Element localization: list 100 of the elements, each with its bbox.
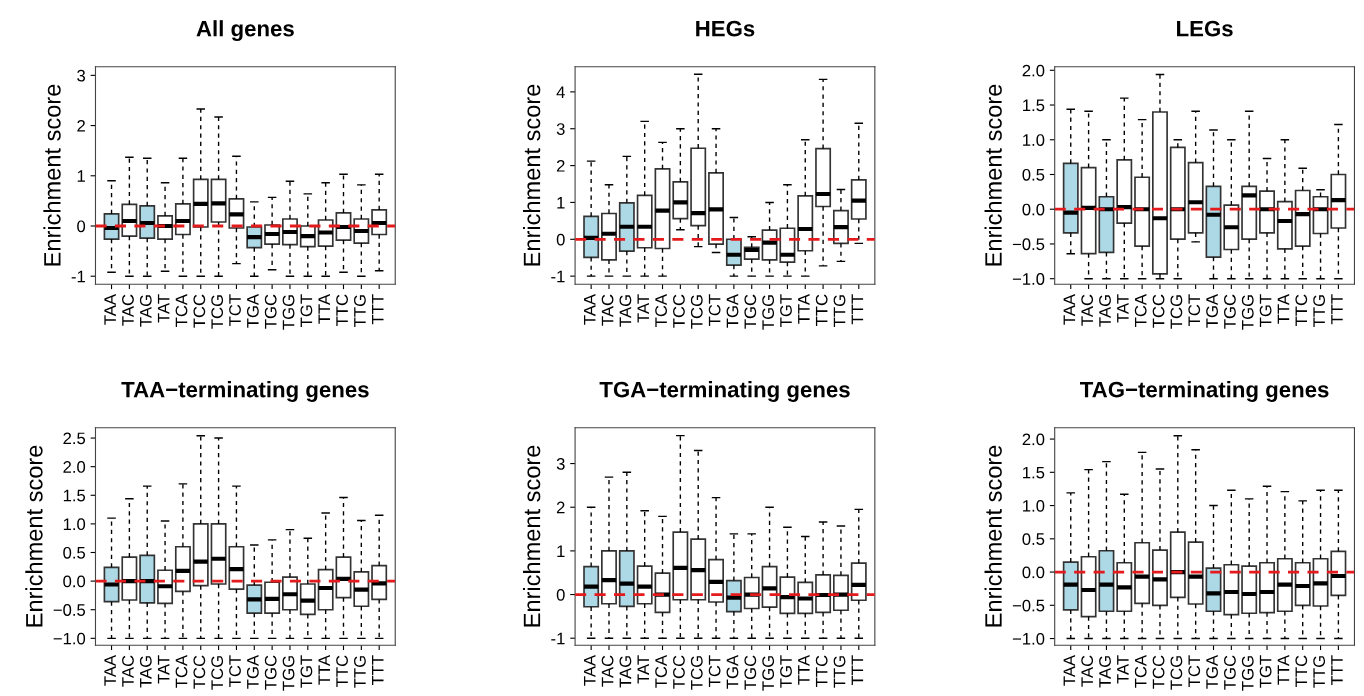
y-tick-label: 4 — [556, 86, 565, 98]
x-tick-label: TCT — [708, 655, 721, 687]
x-tick-label: TGA — [726, 654, 739, 689]
x-tick-label: TAT — [1117, 655, 1129, 684]
x-tick-label: TAC — [601, 655, 614, 687]
x-tick-label: TCT — [1188, 294, 1201, 326]
y-tick-label: 1 — [557, 545, 565, 557]
chart-title: TAG−terminating genes — [1080, 381, 1329, 402]
x-tick-label: TGG — [1241, 656, 1254, 691]
x-tick-label: TAA — [104, 654, 116, 686]
y-tick-label: 0.5 — [1022, 533, 1045, 546]
y-axis-title: Enrichment score — [984, 84, 1002, 266]
x-tick-label: TAT — [637, 655, 649, 684]
x-tick-label: TGG — [282, 295, 295, 330]
y-tick-label: 3 — [77, 69, 86, 82]
x-tick-label: TAA — [583, 294, 596, 325]
chart-title: LEGs — [1177, 20, 1233, 37]
x-tick-label: TTT — [372, 655, 384, 686]
x-tick-label: TGT — [1259, 655, 1272, 688]
x-tick-label: TTT — [851, 294, 864, 325]
x-tick-label: TAA — [1063, 654, 1076, 686]
y-axis-title: Enrichment score — [984, 445, 1002, 627]
x-tick-label: TTA — [318, 294, 330, 324]
y-tick-label: 1.5 — [1023, 466, 1045, 479]
y-tick-label: 0.5 — [63, 546, 86, 559]
x-tick-label: TCA — [655, 654, 667, 688]
y-tick-label: 2.0 — [63, 461, 86, 473]
x-tick-label: TTT — [372, 294, 384, 325]
y-tick-label: 2.5 — [63, 432, 86, 445]
x-tick-label: TAC — [601, 294, 614, 326]
x-tick-label: TAT — [157, 294, 170, 323]
y-tick-label: −0.5 — [1012, 599, 1045, 612]
x-tick-label: TAC — [122, 294, 134, 326]
x-tick-label: TAA — [104, 294, 116, 325]
y-tick-label: 0 — [77, 220, 86, 233]
x-tick-label: TAC — [1081, 294, 1094, 326]
x-tick-label: TCT — [708, 294, 721, 326]
x-tick-label: TCG — [1170, 656, 1183, 690]
y-tick-label: 1.5 — [1023, 99, 1045, 112]
y-tick-label: -1 — [551, 632, 565, 645]
x-tick-label: TTA — [318, 654, 330, 685]
y-tick-label: −0.5 — [53, 604, 86, 616]
x-tick-label: TCC — [673, 294, 685, 328]
y-tick-label: −1.0 — [1012, 632, 1045, 645]
x-tick-label: TGA — [246, 654, 259, 689]
x-tick-label: TCG — [690, 656, 703, 690]
x-tick-label: TCG — [1170, 295, 1183, 329]
x-tick-label: TTA — [798, 294, 810, 324]
chart-title: HEGs — [696, 20, 755, 37]
x-tick-label: TGA — [1206, 294, 1218, 328]
x-tick-label: TTC — [1295, 294, 1308, 326]
y-tick-label: 0 — [556, 588, 565, 601]
y-tick-label: 0.0 — [1022, 203, 1045, 216]
x-tick-label: TTT — [1331, 655, 1343, 686]
x-tick-label: TAC — [122, 655, 134, 687]
y-tick-label: −1.0 — [1012, 273, 1045, 285]
x-tick-label: TGT — [300, 655, 313, 688]
y-axis-title: Enrichment score — [43, 84, 61, 266]
y-tick-label: 2.0 — [1022, 433, 1045, 446]
x-tick-label: TGT — [300, 294, 313, 327]
x-tick-label: TAG — [139, 656, 152, 688]
x-tick-label: TTA — [1277, 654, 1290, 685]
x-tick-label: TGC — [744, 294, 757, 329]
x-tick-label: TAG — [1099, 656, 1111, 688]
x-tick-label: TCC — [673, 655, 685, 689]
x-tick-label: TAG — [619, 656, 632, 688]
x-tick-label: TTG — [354, 656, 366, 688]
x-tick-label: TTC — [1295, 655, 1308, 687]
y-tick-label: 2.0 — [1022, 64, 1045, 77]
x-tick-label: TTC — [336, 655, 348, 687]
x-tick-label: TGT — [1259, 294, 1272, 327]
y-tick-label: -1 — [71, 270, 85, 283]
x-tick-label: TTT — [1331, 294, 1343, 325]
x-tick-label: TTG — [1313, 656, 1326, 688]
x-tick-label: TGC — [1224, 655, 1236, 690]
x-tick-label: TAG — [1099, 295, 1111, 327]
chart-title: TAA−terminating genes — [121, 381, 369, 402]
y-tick-label: 2 — [77, 119, 85, 132]
x-tick-label: TGA — [726, 294, 739, 328]
x-tick-label: TGG — [282, 656, 295, 691]
x-tick-label: TGA — [1206, 654, 1218, 689]
x-tick-label: TTC — [336, 294, 348, 326]
y-tick-label: 2 — [556, 501, 565, 514]
x-tick-label: TCA — [655, 294, 667, 327]
x-tick-label: TAC — [1081, 655, 1094, 687]
x-tick-label: TCT — [229, 655, 241, 687]
x-tick-label: TTG — [833, 656, 846, 688]
x-tick-label: TCC — [193, 655, 206, 689]
x-tick-label: TTC — [815, 655, 828, 687]
x-tick-label: TCG — [690, 295, 703, 329]
x-tick-label: TTG — [1313, 295, 1326, 327]
y-tick-label: -1 — [551, 270, 565, 283]
x-tick-label: TGT — [780, 294, 792, 327]
y-tick-label: −0.5 — [1012, 238, 1045, 251]
x-tick-label: TGC — [264, 655, 277, 690]
chart-title: All genes — [196, 20, 294, 41]
x-tick-label: TCG — [211, 295, 224, 329]
y-tick-label: 1.5 — [63, 489, 86, 502]
x-tick-label: TCC — [193, 294, 206, 328]
x-tick-label: TTA — [1277, 294, 1290, 324]
